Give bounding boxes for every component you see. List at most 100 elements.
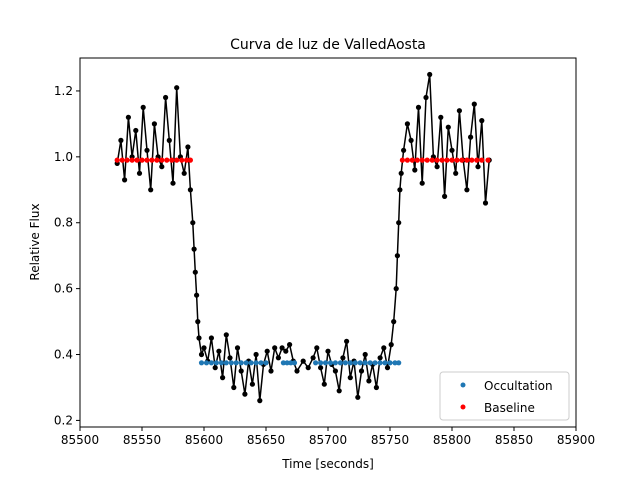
data-point-flux <box>195 319 201 325</box>
data-point-flux <box>140 104 146 110</box>
data-point-flux <box>438 114 444 120</box>
legend-marker-occultation <box>460 382 466 388</box>
data-point-flux <box>340 355 346 361</box>
data-point-occultation <box>291 360 298 366</box>
legend-label-occultation: Occultation <box>484 379 553 393</box>
data-point-baseline <box>464 157 470 163</box>
data-point-baseline <box>174 157 180 163</box>
data-point-flux <box>373 384 379 391</box>
data-point-flux <box>279 345 285 351</box>
y-tick-label: 0.6 <box>54 282 73 296</box>
data-point-occultation <box>263 360 269 366</box>
data-point-occultation <box>218 360 224 366</box>
data-point-flux <box>325 348 331 354</box>
data-point-occultation <box>362 360 368 366</box>
data-point-baseline <box>169 157 175 163</box>
data-point-occultation <box>367 360 373 366</box>
data-point-baseline <box>429 157 435 163</box>
data-point-baseline <box>399 157 405 163</box>
data-point-flux <box>227 355 233 361</box>
data-point-flux <box>275 355 281 361</box>
data-point-flux <box>163 94 169 101</box>
data-point-flux <box>234 345 241 351</box>
data-point-occultation <box>198 360 205 366</box>
data-point-baseline <box>479 157 485 163</box>
y-tick-label: 1.2 <box>54 84 73 98</box>
data-point-flux <box>223 332 229 338</box>
data-point-flux <box>445 124 451 130</box>
data-point-flux <box>397 187 403 193</box>
data-point-occultation <box>258 360 264 366</box>
data-point-occultation <box>392 360 398 366</box>
data-point-flux <box>381 345 387 351</box>
data-point-flux <box>332 368 338 374</box>
data-point-baseline <box>129 157 135 163</box>
data-point-baseline <box>459 157 465 163</box>
data-point-flux <box>391 319 397 325</box>
data-point-flux <box>208 335 214 341</box>
x-tick-label: 85500 <box>61 433 99 447</box>
data-point-flux <box>151 121 157 127</box>
data-point-flux <box>133 127 139 134</box>
data-point-flux <box>257 398 263 404</box>
data-point-flux <box>358 368 365 374</box>
legend-label-baseline: Baseline <box>484 401 535 415</box>
data-point-baseline <box>414 157 420 163</box>
data-point-occultation <box>327 360 334 366</box>
data-point-baseline <box>409 157 415 163</box>
data-point-occultation <box>213 360 219 366</box>
x-axis-label: Time [seconds] <box>281 457 374 471</box>
data-point-flux <box>471 101 477 107</box>
data-point-flux <box>170 180 176 186</box>
data-point-flux <box>394 253 400 259</box>
data-point-flux <box>144 147 150 153</box>
data-point-occultation <box>233 360 239 366</box>
data-point-flux <box>347 375 353 381</box>
data-point-occultation <box>248 360 254 366</box>
data-point-flux <box>264 348 270 354</box>
data-point-occultation <box>352 360 358 366</box>
data-point-occultation <box>337 360 343 366</box>
y-tick-label: 0.4 <box>54 348 73 362</box>
data-point-baseline <box>134 157 140 163</box>
data-point-flux <box>242 391 248 397</box>
data-point-occultation <box>357 360 363 366</box>
data-point-flux <box>187 187 193 193</box>
data-point-flux <box>287 342 293 348</box>
data-point-baseline <box>449 157 455 163</box>
data-point-flux <box>336 388 342 394</box>
data-point-flux <box>148 187 154 193</box>
data-point-flux <box>482 200 489 206</box>
y-axis-label: Relative Flux <box>28 203 42 280</box>
series-line-flux <box>116 74 490 401</box>
data-point-flux <box>408 137 414 143</box>
x-tick-label: 85650 <box>247 433 285 447</box>
data-point-flux <box>468 134 474 140</box>
data-point-flux <box>268 368 274 374</box>
data-point-flux <box>464 187 470 193</box>
data-point-flux <box>384 365 391 371</box>
data-point-flux <box>362 351 368 358</box>
data-point-occultation <box>280 360 286 366</box>
data-point-flux <box>366 378 372 384</box>
data-point-occultation <box>332 360 338 366</box>
data-point-baseline <box>404 157 410 163</box>
legend-box <box>439 371 570 421</box>
data-point-baseline <box>439 157 445 163</box>
data-point-flux <box>449 147 455 153</box>
data-point-baseline <box>434 157 440 163</box>
x-tick-label: 85800 <box>433 433 471 447</box>
data-point-baseline <box>474 157 480 163</box>
data-point-baseline <box>159 157 165 163</box>
data-point-flux <box>305 365 311 371</box>
data-point-flux <box>321 381 327 387</box>
data-point-baseline <box>179 157 185 163</box>
data-point-flux <box>212 365 218 371</box>
data-point-flux <box>398 170 404 176</box>
data-point-flux <box>344 338 350 344</box>
data-point-flux <box>231 384 237 391</box>
data-point-occultation <box>253 360 259 366</box>
data-point-flux <box>412 167 418 173</box>
data-point-baseline <box>444 157 450 163</box>
data-point-occultation <box>288 360 294 366</box>
